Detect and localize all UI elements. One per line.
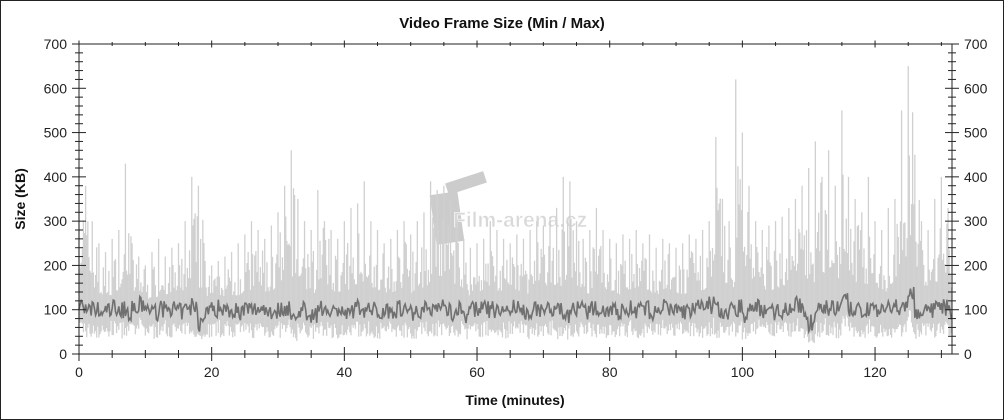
x-axis-label: Time (minutes) [465, 392, 564, 408]
x-tick-label: 40 [337, 364, 353, 380]
svg-text:Film-arena.cz: Film-arena.cz [453, 209, 587, 232]
y-tick-label: 500 [44, 125, 68, 141]
chart-title: Video Frame Size (Min / Max) [399, 15, 605, 32]
y-tick-label-right: 400 [964, 169, 988, 185]
series-max [78, 66, 952, 343]
y-tick-label-right: 700 [964, 36, 988, 52]
x-tick-label: 20 [204, 364, 220, 380]
x-tick-label: 60 [469, 364, 485, 380]
y-tick-label: 200 [44, 257, 68, 273]
y-tick-label-right: 0 [964, 346, 972, 362]
x-tick-label: 100 [731, 364, 755, 380]
y-tick-label: 400 [44, 169, 68, 185]
y-tick-label-right: 600 [964, 80, 988, 96]
y-tick-label: 700 [44, 36, 68, 52]
y-tick-label: 300 [44, 213, 68, 229]
x-tick-label: 80 [602, 364, 618, 380]
y-tick-label-right: 500 [964, 125, 988, 141]
min-line [78, 286, 953, 335]
y-tick-label: 600 [44, 80, 68, 96]
y-tick-label: 100 [44, 302, 68, 318]
y-tick-label: 0 [59, 346, 67, 362]
y-tick-label-right: 300 [964, 213, 988, 229]
y-axis-label: Size (KB) [12, 168, 28, 229]
x-tick-label: 120 [863, 364, 887, 380]
series-min [78, 286, 953, 335]
y-tick-label-right: 100 [964, 302, 988, 318]
y-tick-label-right: 200 [964, 257, 988, 273]
x-tick-label: 0 [75, 364, 83, 380]
